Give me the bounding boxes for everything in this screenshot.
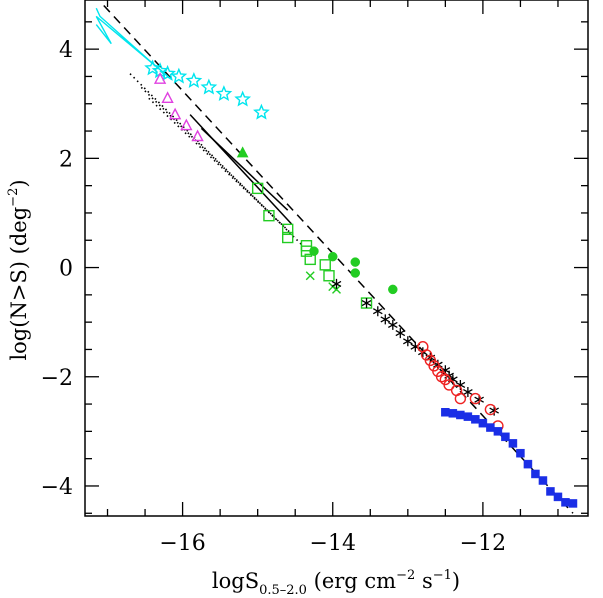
star-point bbox=[185, 71, 203, 88]
asterisk-point bbox=[372, 306, 383, 317]
square-point bbox=[523, 459, 533, 469]
star-point bbox=[144, 59, 161, 76]
plot-area bbox=[95, 4, 578, 514]
square-point bbox=[441, 408, 450, 417]
circle-point bbox=[443, 379, 455, 391]
square-point bbox=[304, 253, 316, 266]
square-point bbox=[546, 487, 555, 496]
star-point bbox=[253, 103, 270, 120]
x-tick-label: −12 bbox=[460, 531, 506, 556]
circle-point bbox=[388, 284, 398, 295]
star-point bbox=[234, 90, 252, 107]
square-point bbox=[508, 439, 518, 448]
square-point bbox=[501, 432, 510, 442]
dotted-line bbox=[140, 86, 296, 239]
square-point bbox=[323, 270, 335, 282]
asterisk-point bbox=[463, 387, 473, 398]
circle-point bbox=[484, 403, 497, 416]
cross-point bbox=[305, 271, 315, 281]
square-point bbox=[251, 182, 264, 195]
square-point bbox=[263, 209, 275, 222]
star-point bbox=[215, 85, 233, 102]
square-point bbox=[561, 498, 570, 507]
dotted-line bbox=[129, 73, 304, 247]
square-point bbox=[456, 410, 465, 420]
y-tick-label: 2 bbox=[59, 147, 73, 172]
asterisk-point bbox=[361, 298, 372, 309]
square-point bbox=[568, 499, 578, 508]
circle-point bbox=[327, 251, 338, 262]
plot-frame bbox=[84, 0, 589, 517]
tick-labels: −16 −14 −12 −4 −2 0 2 4 bbox=[41, 38, 507, 556]
circle-point bbox=[309, 246, 319, 256]
triangle-point bbox=[180, 118, 193, 131]
y-tick-label: −2 bbox=[41, 366, 73, 391]
triangle-point bbox=[161, 91, 174, 103]
square-point bbox=[553, 492, 563, 502]
square-point bbox=[282, 231, 294, 244]
asterisk-point bbox=[380, 314, 391, 325]
star-point bbox=[159, 64, 176, 81]
axis-ticks bbox=[85, 0, 588, 516]
square-point bbox=[463, 412, 473, 421]
triangle-point bbox=[191, 129, 204, 142]
square-point bbox=[282, 223, 294, 236]
star-point bbox=[200, 78, 218, 95]
asterisk-point bbox=[387, 319, 398, 330]
square-point bbox=[471, 415, 480, 424]
asterisk-point bbox=[403, 336, 413, 347]
circle-point bbox=[350, 268, 361, 278]
square-point bbox=[478, 418, 488, 428]
triangle-point bbox=[236, 146, 249, 158]
triangle-point bbox=[153, 72, 167, 84]
outline-polygon bbox=[95, 7, 172, 80]
x-tick-label: −16 bbox=[159, 531, 205, 556]
circle-point bbox=[454, 392, 467, 405]
square-point bbox=[516, 448, 525, 458]
x-tick-label: −14 bbox=[310, 531, 356, 556]
square-point bbox=[486, 423, 495, 432]
circle-point bbox=[469, 392, 482, 405]
x-axis-title: logS0.5–2.0 (erg cm−2 s−1) bbox=[212, 568, 460, 598]
triangle-point bbox=[168, 107, 182, 120]
circle-point bbox=[350, 257, 361, 267]
solid-line bbox=[200, 127, 289, 211]
asterisk-point bbox=[395, 328, 406, 339]
y-tick-label: 4 bbox=[59, 38, 73, 63]
dotted-line bbox=[148, 97, 285, 228]
asterisk-point bbox=[331, 278, 342, 289]
square-point bbox=[448, 409, 458, 418]
cross-point bbox=[332, 284, 341, 294]
square-point bbox=[319, 259, 331, 271]
square-point bbox=[493, 427, 503, 436]
y-tick-label: −4 bbox=[41, 475, 73, 500]
square-point bbox=[531, 469, 540, 479]
y-axis-title: log(N>S) (deg−2) bbox=[6, 179, 31, 360]
square-point bbox=[538, 476, 548, 485]
star-point bbox=[170, 67, 188, 84]
y-tick-label: 0 bbox=[59, 257, 73, 282]
